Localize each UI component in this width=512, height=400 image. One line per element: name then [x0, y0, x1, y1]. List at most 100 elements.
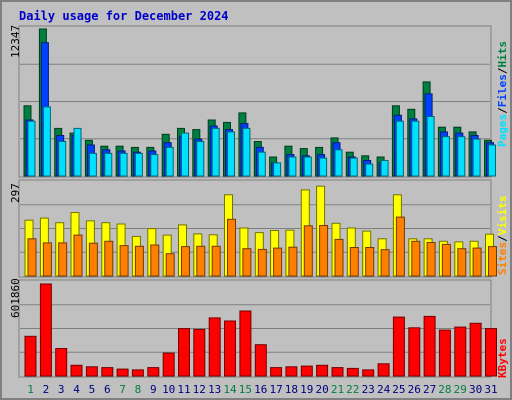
panel-2-ymax: 297 [9, 183, 22, 203]
bar-pages-day-26 [411, 120, 420, 177]
bar-pages-day-10 [165, 146, 174, 177]
bar-pages-day-30 [472, 138, 481, 177]
legend-sites-visits: Sites/Visits [496, 196, 509, 276]
bar-pages-day-14 [227, 131, 235, 177]
panel-1-border [18, 25, 492, 178]
panel-3-ymax: 601860 [9, 278, 22, 318]
day-label-11: 11 [177, 383, 190, 396]
bar-pages-day-2 [42, 106, 51, 177]
legend-sep: / [496, 107, 509, 114]
bar-sites-day-16 [257, 248, 267, 277]
bar-kbytes-day-3 [55, 348, 68, 377]
bar-pages-day-9 [150, 154, 159, 177]
day-label-12: 12 [193, 383, 206, 396]
bar-kbytes-day-18 [285, 366, 298, 377]
bar-sites-day-17 [273, 247, 283, 277]
day-label-3: 3 [58, 383, 65, 396]
day-label-4: 4 [73, 383, 80, 396]
bar-pages-day-13 [211, 127, 220, 177]
bar-sites-day-23 [365, 247, 375, 277]
legend-pages-files-hits: Pages/Files/Hits [496, 41, 509, 147]
bar-sites-day-1 [27, 238, 37, 277]
bar-pages-day-31 [488, 144, 496, 177]
bar-kbytes-day-5 [85, 366, 98, 377]
day-label-18: 18 [285, 383, 298, 396]
bar-pages-day-23 [365, 163, 374, 177]
day-label-13: 13 [208, 383, 221, 396]
bar-sites-day-2 [42, 242, 52, 277]
day-label-26: 26 [408, 383, 421, 396]
bar-kbytes-day-27 [423, 315, 436, 377]
day-label-25: 25 [392, 383, 405, 396]
bar-kbytes-day-22 [346, 367, 359, 377]
panel-2-legend: Sites/Visits [496, 196, 509, 276]
bar-sites-day-3 [58, 242, 68, 277]
bar-sites-day-6 [104, 240, 114, 277]
bar-sites-day-11 [181, 246, 190, 277]
bar-kbytes-day-16 [254, 344, 267, 377]
page-title: Daily usage for December 2024 [19, 9, 229, 23]
bar-pages-day-16 [257, 151, 266, 177]
bar-sites-day-14 [227, 218, 236, 277]
panel-1-bars [23, 28, 496, 177]
bar-pages-day-5 [88, 152, 97, 177]
day-label-23: 23 [362, 383, 375, 396]
bar-pages-day-29 [457, 136, 466, 177]
legend-pages: Pages [496, 114, 509, 147]
panel-2-border [18, 179, 492, 278]
bar-kbytes-day-13 [208, 317, 221, 377]
bar-sites-day-24 [380, 249, 390, 277]
bar-pages-day-4 [73, 127, 82, 177]
bar-sites-day-7 [119, 245, 129, 277]
bar-sites-day-31 [488, 246, 497, 277]
legend-files: Files [496, 74, 509, 107]
bar-sites-day-25 [395, 216, 405, 277]
bar-kbytes-day-17 [270, 367, 283, 377]
bar-kbytes-day-1 [24, 335, 37, 377]
bar-sites-day-26 [411, 240, 421, 277]
day-label-1: 1 [27, 383, 34, 396]
day-label-28: 28 [438, 383, 451, 396]
bar-kbytes-day-15 [239, 310, 252, 377]
bar-pages-day-20 [319, 157, 328, 177]
day-label-10: 10 [162, 383, 175, 396]
bar-kbytes-day-19 [300, 365, 313, 377]
bar-sites-day-10 [165, 253, 175, 277]
bar-sites-day-4 [73, 234, 83, 277]
bar-sites-day-18 [288, 246, 298, 277]
day-label-16: 16 [254, 383, 267, 396]
bar-sites-day-12 [196, 245, 206, 277]
bar-kbytes-day-26 [408, 327, 421, 377]
panel-1-legend: Pages/Files/Hits [496, 41, 509, 147]
legend-sep: / [496, 67, 509, 74]
kbytes-panel: 601860 KBytes [9, 278, 509, 378]
bar-pages-day-11 [181, 132, 189, 177]
legend-sites: Sites [496, 242, 509, 275]
bar-sites-day-30 [472, 247, 482, 277]
day-label-14: 14 [223, 383, 237, 396]
bar-pages-day-19 [303, 156, 312, 177]
bar-kbytes-day-8 [131, 369, 144, 377]
bar-sites-day-22 [349, 247, 359, 277]
bar-kbytes-day-20 [316, 364, 329, 377]
day-label-24: 24 [377, 383, 391, 396]
day-label-8: 8 [135, 383, 142, 396]
bar-pages-day-21 [334, 149, 343, 177]
bar-kbytes-day-28 [438, 329, 451, 377]
bar-pages-day-18 [288, 156, 297, 177]
bar-sites-day-27 [426, 242, 436, 277]
bar-kbytes-day-30 [469, 322, 482, 377]
bar-pages-day-22 [349, 157, 358, 177]
bar-kbytes-day-31 [485, 328, 497, 377]
bar-sites-day-29 [457, 248, 467, 277]
day-label-9: 9 [150, 383, 157, 396]
bar-pages-day-17 [273, 162, 282, 177]
day-label-31: 31 [484, 383, 497, 396]
day-label-21: 21 [331, 383, 344, 396]
bar-kbytes-day-2 [39, 283, 52, 377]
sites-visits-panel: 297 Sites/Visits [9, 179, 509, 278]
bar-pages-day-7 [119, 152, 128, 177]
bar-kbytes-day-29 [454, 326, 467, 377]
